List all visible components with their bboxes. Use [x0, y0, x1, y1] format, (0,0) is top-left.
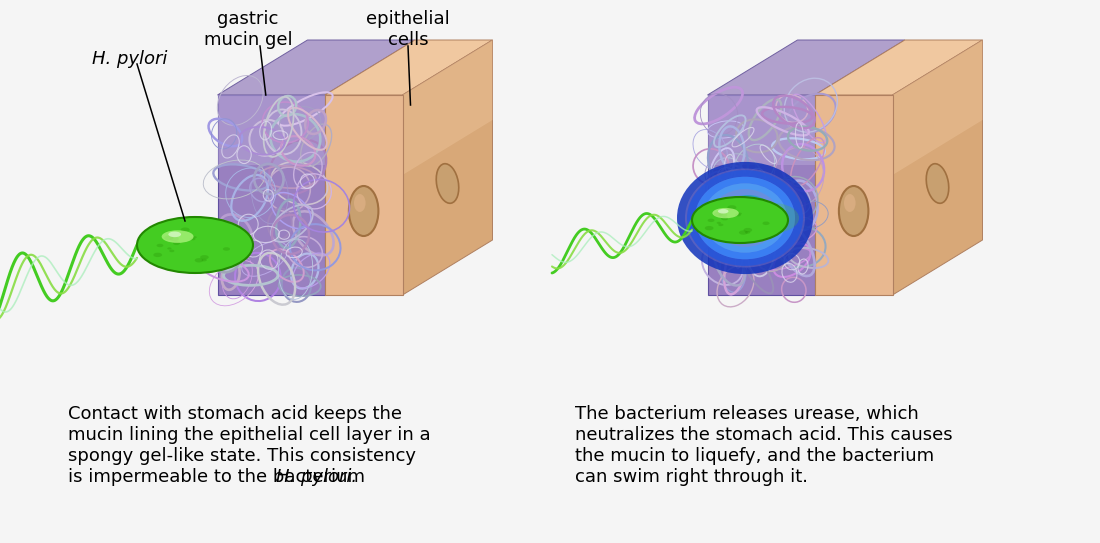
Polygon shape [707, 95, 815, 295]
Ellipse shape [717, 222, 720, 224]
Ellipse shape [695, 177, 795, 259]
Polygon shape [403, 40, 493, 175]
Text: the mucin to liquefy, and the bacterium: the mucin to liquefy, and the bacterium [575, 447, 934, 465]
Ellipse shape [162, 230, 194, 243]
Ellipse shape [727, 205, 736, 210]
Ellipse shape [349, 186, 378, 236]
Ellipse shape [710, 189, 780, 247]
Polygon shape [892, 40, 982, 295]
Polygon shape [892, 40, 982, 175]
Ellipse shape [164, 236, 174, 240]
Ellipse shape [685, 168, 805, 268]
Ellipse shape [844, 194, 856, 212]
Ellipse shape [926, 163, 949, 203]
Ellipse shape [745, 231, 750, 233]
Ellipse shape [354, 194, 365, 212]
Polygon shape [218, 40, 415, 95]
Ellipse shape [167, 248, 172, 250]
Ellipse shape [705, 226, 714, 230]
Ellipse shape [223, 247, 230, 251]
Polygon shape [707, 95, 815, 165]
Text: H. pylori.: H. pylori. [276, 468, 358, 486]
Polygon shape [324, 40, 493, 95]
Polygon shape [218, 95, 324, 295]
Polygon shape [815, 40, 982, 95]
Ellipse shape [168, 231, 182, 237]
Ellipse shape [189, 237, 196, 241]
Text: spongy gel-like state. This consistency: spongy gel-like state. This consistency [68, 447, 416, 465]
Text: can swim right through it.: can swim right through it. [575, 468, 808, 486]
Ellipse shape [747, 203, 799, 233]
Ellipse shape [156, 244, 164, 247]
Ellipse shape [713, 208, 739, 218]
Polygon shape [707, 40, 905, 95]
Ellipse shape [201, 258, 207, 261]
Ellipse shape [180, 228, 189, 232]
Text: The bacterium releases urease, which: The bacterium releases urease, which [575, 405, 918, 423]
Ellipse shape [437, 163, 459, 203]
Text: is impermeable to the bacterium: is impermeable to the bacterium [68, 468, 371, 486]
Ellipse shape [703, 184, 786, 252]
Ellipse shape [192, 236, 197, 238]
Ellipse shape [688, 170, 803, 266]
Ellipse shape [707, 219, 714, 222]
Text: epithelial
cells: epithelial cells [366, 10, 450, 49]
Ellipse shape [839, 186, 868, 236]
Ellipse shape [173, 242, 180, 245]
Polygon shape [815, 95, 892, 295]
Polygon shape [218, 95, 324, 165]
Ellipse shape [695, 177, 795, 259]
Ellipse shape [738, 213, 741, 214]
Text: neutralizes the stomach acid. This causes: neutralizes the stomach acid. This cause… [575, 426, 953, 444]
Ellipse shape [714, 212, 723, 217]
Text: mucin lining the epithelial cell layer in a: mucin lining the epithelial cell layer i… [68, 426, 430, 444]
Ellipse shape [722, 217, 728, 220]
Text: gastric
mucin gel: gastric mucin gel [204, 10, 293, 49]
Ellipse shape [169, 237, 179, 241]
Text: Contact with stomach acid keeps the: Contact with stomach acid keeps the [68, 405, 402, 423]
Text: H. pylori: H. pylori [92, 50, 167, 68]
Ellipse shape [676, 162, 813, 274]
Ellipse shape [744, 228, 752, 232]
Ellipse shape [735, 213, 740, 217]
Ellipse shape [762, 222, 770, 225]
Ellipse shape [200, 255, 209, 260]
Ellipse shape [153, 252, 162, 257]
Ellipse shape [718, 209, 728, 213]
Ellipse shape [138, 217, 253, 273]
Ellipse shape [692, 197, 788, 243]
Ellipse shape [169, 250, 175, 252]
Polygon shape [324, 95, 403, 295]
Ellipse shape [720, 195, 775, 241]
Ellipse shape [739, 230, 748, 235]
Ellipse shape [703, 184, 786, 252]
Ellipse shape [718, 213, 727, 217]
Polygon shape [403, 40, 493, 295]
Ellipse shape [718, 224, 724, 226]
Ellipse shape [195, 258, 204, 262]
